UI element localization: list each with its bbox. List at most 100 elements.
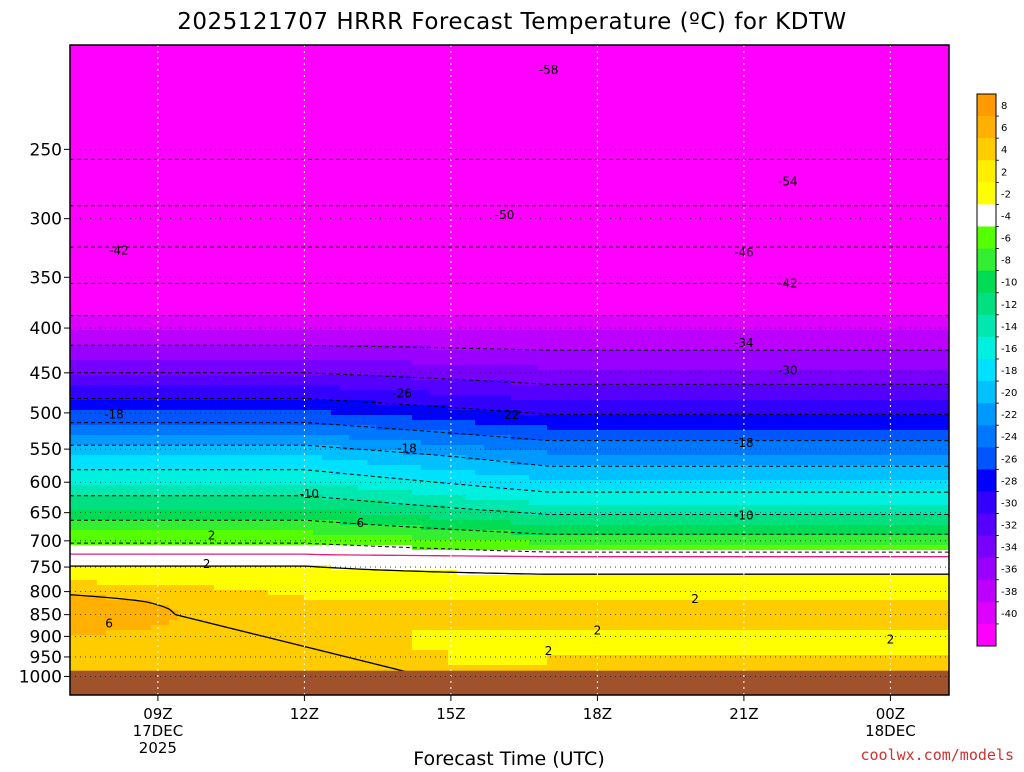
field-cell (322, 215, 332, 221)
field-cell (538, 160, 548, 166)
field-cell (556, 90, 566, 96)
field-cell (583, 80, 593, 86)
field-cell (115, 250, 125, 256)
field-cell (763, 50, 773, 56)
field-cell (781, 200, 791, 206)
field-cell (385, 275, 395, 281)
field-cell (79, 55, 89, 61)
field-cell (466, 50, 476, 56)
field-cell (610, 60, 620, 66)
field-cell (196, 280, 206, 286)
field-cell (673, 95, 683, 101)
field-cell (745, 90, 755, 96)
field-cell (196, 160, 206, 166)
field-cell (646, 145, 656, 151)
field-cell (304, 200, 314, 206)
field-cell (799, 280, 809, 286)
field-cell (556, 230, 566, 236)
field-cell (106, 175, 116, 181)
field-cell (97, 165, 107, 171)
field-cell (88, 280, 98, 286)
field-cell (466, 145, 476, 151)
field-cell (232, 50, 242, 56)
field-cell (691, 105, 701, 111)
field-cell (628, 150, 638, 156)
field-cell (394, 150, 404, 156)
field-cell (367, 195, 377, 201)
field-cell (340, 45, 350, 51)
field-cell (439, 120, 449, 126)
field-cell (691, 70, 701, 76)
field-cell (277, 225, 287, 231)
field-cell (502, 285, 512, 291)
field-cell (475, 130, 485, 136)
field-cell (466, 185, 476, 191)
field-cell (754, 195, 764, 201)
field-cell (187, 295, 197, 301)
field-cell (826, 75, 836, 81)
field-cell (691, 175, 701, 181)
field-cell (223, 245, 233, 251)
field-cell (925, 90, 935, 96)
field-cell (385, 165, 395, 171)
field-cell (475, 110, 485, 116)
field-cell (736, 215, 746, 221)
field-cell (457, 70, 467, 76)
field-cell (754, 245, 764, 251)
field-cell (502, 240, 512, 246)
field-cell (763, 180, 773, 186)
field-cell (943, 220, 949, 226)
field-cell (871, 75, 881, 81)
field-cell (340, 225, 350, 231)
field-cell (709, 75, 719, 81)
field-cell (745, 140, 755, 146)
field-cell (466, 65, 476, 71)
field-cell (241, 135, 251, 141)
field-cell (934, 175, 944, 181)
field-cell (601, 130, 611, 136)
field-cell (601, 45, 611, 51)
field-cell (304, 70, 314, 76)
field-cell (709, 90, 719, 96)
field-cell (385, 150, 395, 156)
field-cell (205, 255, 215, 261)
field-cell (745, 265, 755, 271)
field-cell (844, 95, 854, 101)
field-cell (853, 75, 863, 81)
field-cell (907, 65, 917, 71)
field-cell (538, 130, 548, 136)
field-cell (691, 230, 701, 236)
field-cell (709, 275, 719, 281)
field-cell (736, 95, 746, 101)
field-cell (673, 80, 683, 86)
field-cell (142, 255, 152, 261)
field-cell (187, 95, 197, 101)
field-cell (232, 55, 242, 61)
field-cell (871, 295, 881, 301)
field-cell (673, 70, 683, 76)
field-cell (853, 240, 863, 246)
field-cell (106, 110, 116, 116)
field-cell (556, 265, 566, 271)
field-cell (916, 255, 926, 261)
field-cell (907, 100, 917, 106)
field-cell (880, 195, 890, 201)
field-cell (133, 170, 143, 176)
field-cell (646, 100, 656, 106)
field-cell (142, 265, 152, 271)
field-cell (412, 105, 422, 111)
field-cell (286, 120, 296, 126)
field-cell (304, 100, 314, 106)
field-cell (115, 225, 125, 231)
field-cell (448, 135, 458, 141)
field-cell (574, 260, 584, 266)
field-cell (835, 125, 845, 131)
field-cell (880, 70, 890, 76)
field-cell (124, 85, 134, 91)
field-cell (349, 175, 359, 181)
field-cell (313, 150, 323, 156)
field-cell (655, 250, 665, 256)
field-cell (376, 75, 386, 81)
field-cell (511, 75, 521, 81)
field-cell (295, 140, 305, 146)
